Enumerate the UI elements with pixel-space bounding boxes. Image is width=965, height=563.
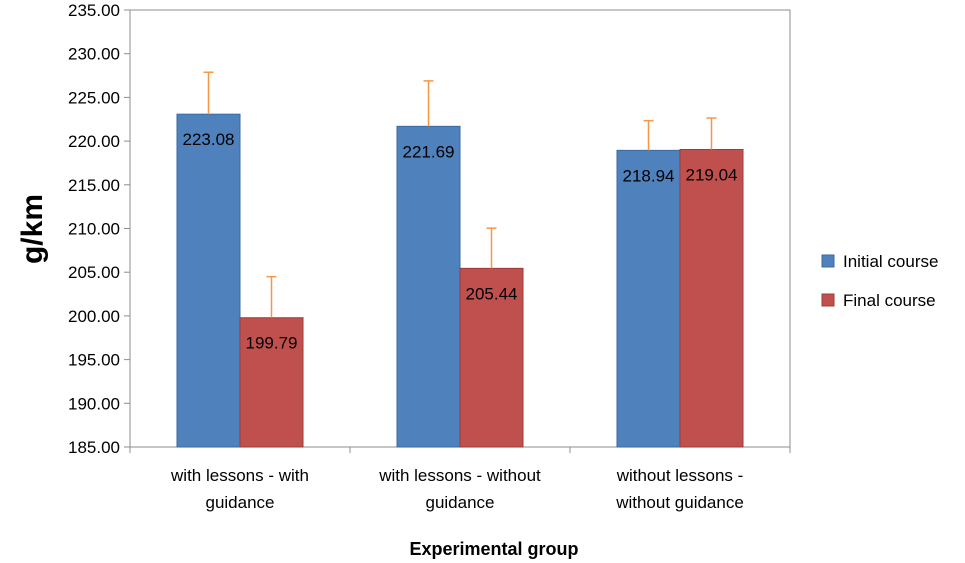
y-tick-label: 185.00 [68,438,120,457]
data-label: 205.44 [466,284,518,303]
bar-final-2 [679,148,744,448]
category-label: guidance [205,493,274,512]
data-label: 221.69 [403,142,455,161]
y-tick-label: 200.00 [68,307,120,326]
category-label: without lessons - [616,466,744,485]
legend-label-initial: Initial course [843,252,938,271]
y-tick-label: 215.00 [68,176,120,195]
y-tick-label: 210.00 [68,220,120,239]
y-tick-label: 195.00 [68,351,120,370]
bar-initial-1 [396,125,461,448]
x-axis-title: Experimental group [409,539,578,559]
data-label: 199.79 [246,334,298,353]
x-axis-category-labels: with lessons - with guidance with lessons … [170,466,744,512]
y-tick-label: 190.00 [68,394,120,413]
legend-label-final: Final course [843,291,936,310]
y-tick-label: 230.00 [68,45,120,64]
bars-group [176,113,744,448]
bar-initial-0 [176,113,241,448]
category-label: with lessons - without [378,466,541,485]
bar-final-1 [459,267,524,448]
category-label: guidance [425,493,494,512]
data-label: 223.08 [183,130,235,149]
bar-initial-2 [616,149,681,448]
y-axis-title: g/km [16,194,49,264]
data-label: 218.94 [623,166,675,185]
error-bars-group [203,71,717,318]
y-tick-label: 235.00 [68,1,120,20]
legend-swatch-final [821,293,835,307]
y-axis-ticks: 185.00 190.00 195.00 200.00 205.00 210.00 215.… [68,1,791,457]
y-tick-label: 225.00 [68,88,120,107]
data-labels-group: 223.08 221.69 218.94 199.79 205.44 219.04 [183,130,738,353]
y-tick-label: 220.00 [68,132,120,151]
category-label: without guidance [615,493,744,512]
legend: Initial course Final course [821,252,938,310]
data-label: 219.04 [686,165,738,184]
bar-final-0 [239,317,304,448]
y-tick-label: 205.00 [68,263,120,282]
category-label: with lessons - with [170,466,309,485]
legend-swatch-initial [821,254,835,268]
